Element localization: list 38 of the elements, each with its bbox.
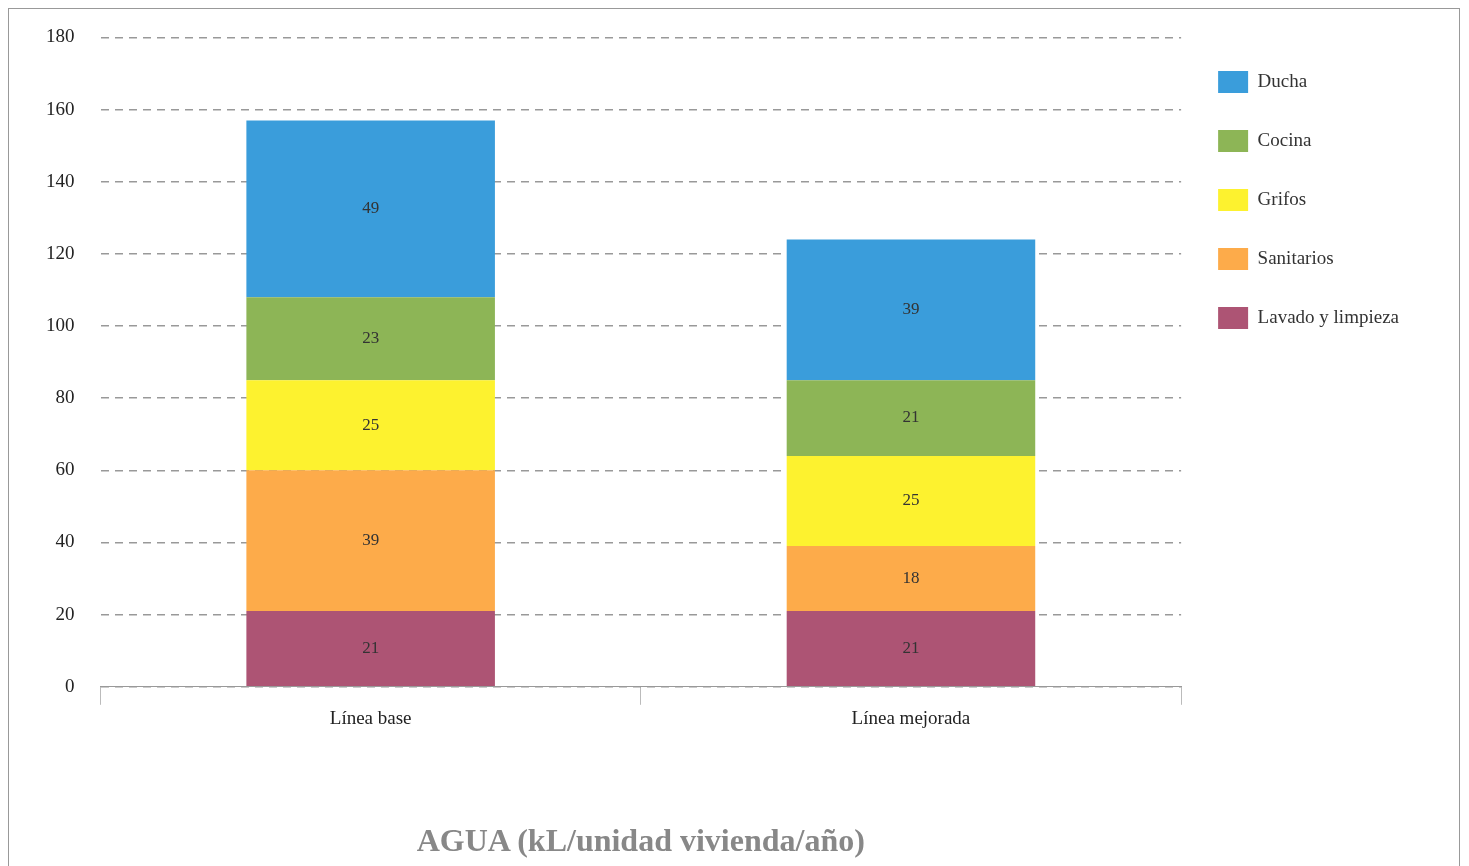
data-label: 25 (362, 414, 380, 434)
bar (246, 120, 495, 298)
data-label: 49 (362, 198, 380, 218)
y-tick-label: 100 (46, 314, 75, 336)
data-label: 21 (362, 638, 380, 658)
y-tick-label: 40 (55, 530, 75, 552)
data-label: 21 (902, 638, 920, 658)
data-label: 21 (902, 407, 920, 427)
bar (786, 611, 1036, 687)
y-tick-label: 60 (55, 458, 75, 480)
x-tick-label: Línea mejorada (851, 707, 971, 729)
legend-label: Ducha (1257, 69, 1308, 91)
legend-label: Cocina (1257, 128, 1312, 150)
y-tick-label: 140 (46, 169, 75, 191)
data-label: 39 (902, 299, 920, 319)
y-tick-label: 20 (55, 602, 75, 624)
bar (246, 380, 495, 471)
bar (246, 297, 495, 381)
bar (786, 380, 1036, 456)
legend-label: Lavado y limpieza (1257, 305, 1400, 327)
y-tick-label: 80 (55, 386, 75, 408)
legend-label: Sanitarios (1257, 246, 1334, 268)
bar (246, 611, 495, 687)
legend-label: Grifos (1257, 187, 1307, 209)
bar (246, 470, 495, 612)
data-label: 18 (902, 568, 920, 588)
y-tick-label: 180 (46, 25, 75, 47)
data-label: 25 (902, 490, 920, 510)
bar (786, 455, 1036, 547)
bar (786, 239, 1036, 381)
data-label: 23 (362, 328, 380, 348)
x-tick-label: Línea base (329, 707, 412, 729)
y-tick-label: 120 (46, 241, 75, 263)
data-label: 39 (362, 530, 380, 550)
y-tick-label: 0 (65, 674, 75, 696)
bar (786, 546, 1036, 612)
x-axis-title: AGUA (kL/unidad vivienda/año) (416, 822, 865, 859)
y-tick-label: 160 (46, 97, 75, 119)
